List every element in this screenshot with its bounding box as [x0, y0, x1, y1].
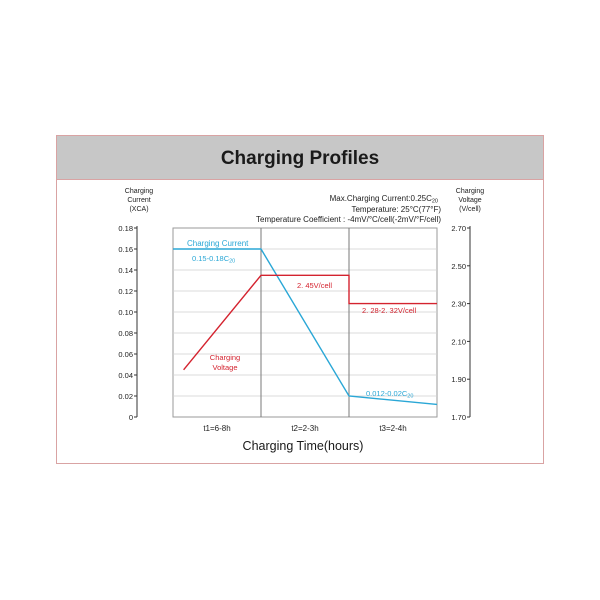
- period-label: t2=2-3h: [291, 424, 318, 433]
- left-axis-label: Charging: [125, 188, 154, 195]
- left-axis-label: Current: [127, 197, 150, 204]
- note-max-current: Max.Charging Current:0.25C20: [330, 194, 438, 205]
- right-axis-label: (V/cell): [459, 206, 481, 213]
- current-series-label: Charging Current: [187, 239, 249, 248]
- chart-title: Charging Profiles: [220, 148, 380, 169]
- note-temperature: Temperature: 25°C(77°F): [351, 205, 441, 214]
- chart-labels: t1=6-8h t2=2-3h t3=2-4h Max.Charging Curren…: [187, 194, 441, 453]
- current-series-line: [173, 248, 438, 406]
- left-tick-label: 0.18: [118, 224, 133, 233]
- left-tick-label: 0: [129, 413, 133, 422]
- left-tick-label: 0.04: [118, 371, 133, 380]
- right-tick-label: 1.70: [451, 413, 466, 422]
- left-tick-label: 0.12: [118, 287, 133, 296]
- period-label: t1=6-8h: [203, 424, 230, 433]
- voltage-high-label: 2. 45V/cell: [297, 281, 332, 290]
- chart-header: Charging Profiles: [57, 136, 543, 180]
- x-axis-title: Charging Time(hours): [243, 439, 364, 453]
- left-tick-label: 0.02: [118, 392, 133, 401]
- note-temperature-coefficient: Temperature Coefficient : -4mV/°C/cell(-…: [256, 215, 441, 224]
- right-tick-label: 2.50: [451, 262, 466, 271]
- left-tick-label: 0.08: [118, 329, 133, 338]
- current-range-label: 0.15-0.18C20: [192, 254, 235, 265]
- right-tick-label: 1.90: [451, 375, 466, 384]
- voltage-series-label: Voltage: [212, 363, 237, 372]
- right-axis-label: Voltage: [458, 197, 481, 204]
- voltage-low-label: 2. 28-2. 32V/cell: [362, 306, 417, 315]
- left-axis-label: (XCA): [129, 206, 148, 213]
- right-tick-label: 2.70: [451, 224, 466, 233]
- voltage-series-label: Charging: [210, 353, 240, 362]
- right-tick-label: 2.30: [451, 300, 466, 309]
- period-dividers: [260, 228, 350, 417]
- left-tick-label: 0.16: [118, 245, 133, 254]
- grid-lines: [173, 248, 437, 397]
- left-axis: 0 0.02 0.04 0.06 0.08 0.10 0.12 0.14 0.16 0.18 Cha…: [118, 188, 153, 422]
- current-end-label: 0.012-0.02C20: [366, 389, 413, 400]
- series-group: [173, 248, 438, 406]
- right-axis-label: Charging: [456, 188, 485, 195]
- left-tick-label: 0.14: [118, 266, 133, 275]
- left-tick-label: 0.06: [118, 350, 133, 359]
- right-tick-label: 2.10: [451, 337, 466, 346]
- voltage-series-line: [183, 274, 437, 371]
- period-label: t3=2-4h: [379, 424, 406, 433]
- right-axis: 1.70 1.90 2.10 2.30 2.50 2.70 Charging Voltage (…: [451, 188, 484, 422]
- left-tick-label: 0.10: [118, 308, 133, 317]
